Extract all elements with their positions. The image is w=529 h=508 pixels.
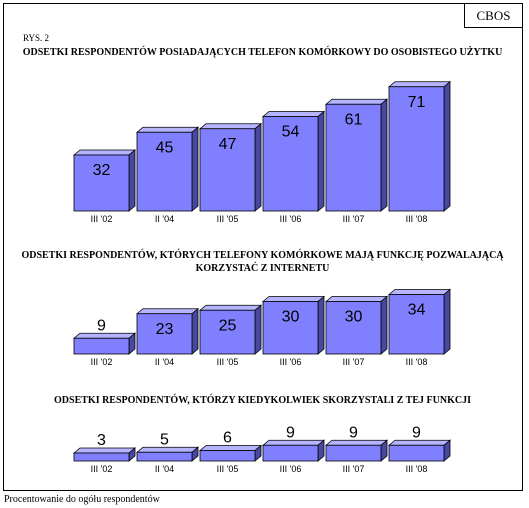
chart-2-title: ODSETKI RESPONDENTÓW, KTÓRYCH TELEFONY K… xyxy=(21,250,504,274)
chart-1-bar xyxy=(73,154,130,212)
chart-2-bar xyxy=(199,309,256,355)
chart-3-value-label: 6 xyxy=(223,430,232,447)
chart-1-bar-side xyxy=(128,149,136,212)
chart-2-tick-label: III '07 xyxy=(343,357,365,367)
chart-3-bar xyxy=(199,450,256,462)
chart-3-bar xyxy=(388,444,445,462)
chart-1-value-label: 47 xyxy=(219,136,237,153)
chart-2-bar-side xyxy=(380,295,388,355)
chart-3-bar xyxy=(73,452,130,462)
chart-2-value-label: 30 xyxy=(345,309,363,326)
chart-3-value-label: 9 xyxy=(412,424,421,441)
chart-2-value-label: 25 xyxy=(219,317,237,334)
footer-note: Procentowanie do ogółu respondentów xyxy=(4,494,160,505)
chart-1-value-label: 71 xyxy=(408,94,426,111)
chart-3-tick-label: II '04 xyxy=(155,464,174,474)
chart-1-bar xyxy=(199,128,256,212)
chart-1-bar-top xyxy=(387,81,452,88)
chart-1-bar xyxy=(136,131,193,212)
chart-2-value-label: 9 xyxy=(97,317,106,334)
chart-1-bar-top xyxy=(324,98,389,105)
chart-1-bar-side xyxy=(380,98,388,212)
chart-2-bar-top xyxy=(387,289,452,295)
chart-2-bar-top xyxy=(261,296,326,302)
chart-1-tick-label: III '02 xyxy=(91,214,113,224)
chart-2-tick-label: III '02 xyxy=(91,357,113,367)
chart-1-bar xyxy=(325,103,382,212)
chart-2-bar-top xyxy=(135,308,200,315)
chart-2-bar xyxy=(262,301,319,355)
chart-1-bar xyxy=(262,116,319,212)
chart-1-bar-top xyxy=(135,126,200,133)
chart-3-tick-label: III '05 xyxy=(217,464,239,474)
chart-3-bar xyxy=(262,444,319,462)
chart-3-bar xyxy=(325,444,382,462)
chart-1-bar-side xyxy=(317,110,325,212)
chart-2-bar xyxy=(325,301,382,355)
chart-2-bar-top xyxy=(324,296,389,302)
chart-3-bar xyxy=(136,451,193,462)
chart-1-bar-top xyxy=(198,123,263,130)
chart-2-bar xyxy=(136,313,193,355)
chart-3-title: ODSETKI RESPONDENTÓW, KTÓRZY KIEDYKOLWIE… xyxy=(54,395,471,406)
chart-3-value-label: 5 xyxy=(160,431,169,448)
chart-1-tick-label: II '04 xyxy=(155,214,174,224)
chart-1-value-label: 54 xyxy=(282,124,300,141)
chart-3-tick-label: III '06 xyxy=(280,464,302,474)
chart-2-bar xyxy=(388,294,445,355)
chart-2-bar-top xyxy=(198,304,263,311)
chart-1-bar-side xyxy=(191,126,199,212)
chart-2-bar-side xyxy=(191,307,199,355)
chart-2-value-label: 30 xyxy=(282,309,300,326)
chart-1-bar xyxy=(388,86,445,212)
chart-2-bar-side xyxy=(317,295,325,355)
chart-3-value-label: 3 xyxy=(97,432,106,449)
chart-1-tick-label: III '08 xyxy=(406,214,428,224)
chart-3-tick-label: III '07 xyxy=(343,464,365,474)
chart-1-tick-label: III '05 xyxy=(217,214,239,224)
figure-frame xyxy=(3,3,523,491)
chart-2-tick-label: III '05 xyxy=(217,357,239,367)
chart-1-bar-top xyxy=(261,111,326,117)
chart-1-bar-side xyxy=(443,80,451,212)
figure-label: RYS. 2 xyxy=(23,33,50,43)
chart-3-value-label: 9 xyxy=(286,424,295,441)
chart-1-title: ODSETKI RESPONDENTÓW POSIADAJĄCYCH TELEF… xyxy=(22,47,503,58)
chart-2-value-label: 23 xyxy=(156,321,174,338)
chart-2-bar-side xyxy=(254,304,262,355)
chart-2-bar-side xyxy=(443,288,451,355)
chart-1-value-label: 61 xyxy=(345,111,363,128)
chart-1-tick-label: III '06 xyxy=(280,214,302,224)
chart-3-tick-label: III '02 xyxy=(91,464,113,474)
chart-1-value-label: 32 xyxy=(93,162,111,179)
chart-1-value-label: 45 xyxy=(156,139,174,156)
chart-2-tick-label: III '08 xyxy=(406,357,428,367)
chart-2-tick-label: III '06 xyxy=(280,357,302,367)
chart-3-tick-label: III '08 xyxy=(406,464,428,474)
chart-3-value-label: 9 xyxy=(349,424,358,441)
chart-2-bar xyxy=(73,337,130,355)
chart-1-tick-label: III '07 xyxy=(343,214,365,224)
chart-1-bar-side xyxy=(254,122,262,212)
chart-1-bar-top xyxy=(72,149,137,156)
chart-2-tick-label: II '04 xyxy=(155,357,174,367)
chart-2-value-label: 34 xyxy=(408,302,426,319)
cbos-badge: CBOS xyxy=(464,4,522,28)
